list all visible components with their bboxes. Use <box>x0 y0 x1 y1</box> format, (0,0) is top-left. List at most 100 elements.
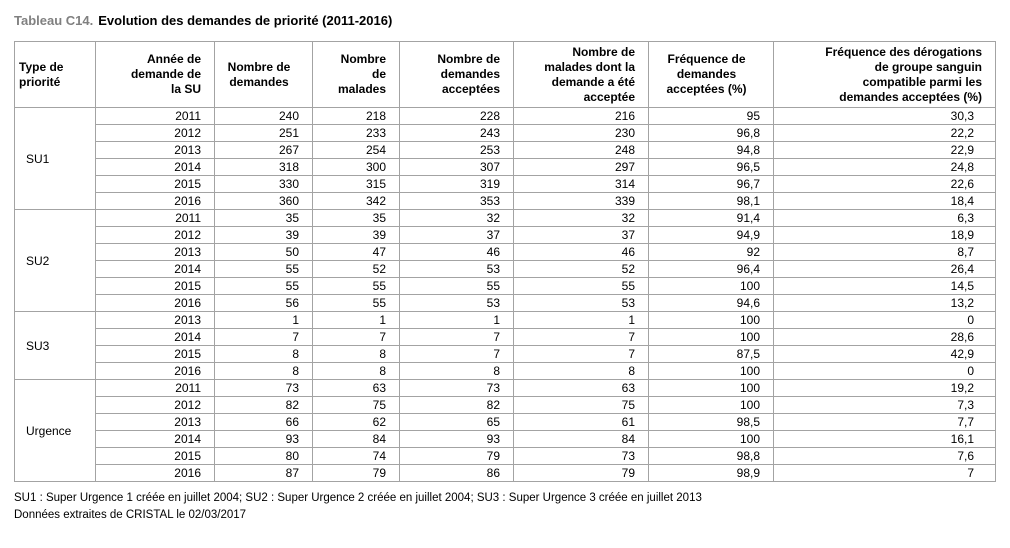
table-row: 2012 82 75 82 75 100 7,3 <box>15 396 996 414</box>
value-cell: 65 <box>399 413 514 431</box>
value-cell: 19,2 <box>773 379 996 397</box>
value-cell: 251 <box>214 124 313 142</box>
table-row: 2015 80 74 79 73 98,8 7,6 <box>15 447 996 465</box>
value-cell: 22,6 <box>773 175 996 193</box>
value-cell: 228 <box>399 107 514 125</box>
value-cell: 52 <box>312 260 400 278</box>
column-header: Fréquence des dérogations de groupe sang… <box>773 41 996 108</box>
value-cell: 93 <box>399 430 514 448</box>
year-cell: 2013 <box>95 243 215 261</box>
value-cell: 297 <box>513 158 649 176</box>
value-cell: 35 <box>312 209 400 227</box>
value-cell: 53 <box>399 294 514 312</box>
value-cell: 100 <box>648 362 774 380</box>
value-cell: 7 <box>513 345 649 363</box>
footnotes: SU1 : Super Urgence 1 créée en juillet 2… <box>14 490 996 524</box>
value-cell: 35 <box>214 209 313 227</box>
footnote-definitions: SU1 : Super Urgence 1 créée en juillet 2… <box>14 492 702 504</box>
value-cell: 80 <box>214 447 313 465</box>
value-cell: 1 <box>513 311 649 329</box>
value-cell: 319 <box>399 175 514 193</box>
value-cell: 98,9 <box>648 464 774 482</box>
value-cell: 0 <box>773 362 996 380</box>
value-cell: 7,7 <box>773 413 996 431</box>
value-cell: 7,3 <box>773 396 996 414</box>
value-cell: 100 <box>648 396 774 414</box>
value-cell: 230 <box>513 124 649 142</box>
value-cell: 74 <box>312 447 400 465</box>
value-cell: 7 <box>399 345 514 363</box>
value-cell: 253 <box>399 141 514 159</box>
value-cell: 18,4 <box>773 192 996 210</box>
table-title-prefix: Tableau C14. <box>14 13 94 28</box>
value-cell: 342 <box>312 192 400 210</box>
year-cell: 2014 <box>95 328 215 346</box>
value-cell: 73 <box>399 379 514 397</box>
value-cell: 39 <box>312 226 400 244</box>
value-cell: 24,8 <box>773 158 996 176</box>
value-cell: 42,9 <box>773 345 996 363</box>
value-cell: 0 <box>773 311 996 329</box>
value-cell: 22,9 <box>773 141 996 159</box>
value-cell: 55 <box>312 277 400 295</box>
value-cell: 61 <box>513 413 649 431</box>
value-cell: 98,8 <box>648 447 774 465</box>
value-cell: 14,5 <box>773 277 996 295</box>
value-cell: 55 <box>513 277 649 295</box>
value-cell: 300 <box>312 158 400 176</box>
value-cell: 87,5 <box>648 345 774 363</box>
value-cell: 98,5 <box>648 413 774 431</box>
table-row: 2016 87 79 86 79 98,9 7 <box>15 464 996 482</box>
year-cell: 2011 <box>95 107 215 125</box>
table-body: SU1 2011 240 218 228 216 95 30,3 2012 251 233 243 23… <box>14 107 996 482</box>
value-cell: 8 <box>312 345 400 363</box>
value-cell: 307 <box>399 158 514 176</box>
value-cell: 22,2 <box>773 124 996 142</box>
value-cell: 73 <box>513 447 649 465</box>
year-cell: 2011 <box>95 209 215 227</box>
table-row: 2013 50 47 46 46 92 8,7 <box>15 243 996 261</box>
value-cell: 18,9 <box>773 226 996 244</box>
table-row: 2014 93 84 93 84 100 16,1 <box>15 430 996 448</box>
value-cell: 100 <box>648 328 774 346</box>
year-cell: 2015 <box>95 175 215 193</box>
value-cell: 26,4 <box>773 260 996 278</box>
year-cell: 2013 <box>95 413 215 431</box>
value-cell: 92 <box>648 243 774 261</box>
year-cell: 2013 <box>95 311 215 329</box>
value-cell: 1 <box>214 311 313 329</box>
year-cell: 2011 <box>95 379 215 397</box>
value-cell: 79 <box>399 447 514 465</box>
value-cell: 100 <box>648 430 774 448</box>
value-cell: 1 <box>399 311 514 329</box>
year-cell: 2012 <box>95 396 215 414</box>
column-header: Fréquence de demandes acceptées (%) <box>648 41 774 108</box>
value-cell: 7 <box>513 328 649 346</box>
value-cell: 254 <box>312 141 400 159</box>
value-cell: 267 <box>214 141 313 159</box>
group-label-su1: SU1 <box>14 107 96 210</box>
value-cell: 360 <box>214 192 313 210</box>
value-cell: 53 <box>399 260 514 278</box>
value-cell: 93 <box>214 430 313 448</box>
year-cell: 2013 <box>95 141 215 159</box>
value-cell: 353 <box>399 192 514 210</box>
value-cell: 6,3 <box>773 209 996 227</box>
table-row: 2014 7 7 7 7 100 28,6 <box>15 328 996 346</box>
value-cell: 243 <box>399 124 514 142</box>
value-cell: 79 <box>513 464 649 482</box>
value-cell: 32 <box>513 209 649 227</box>
value-cell: 248 <box>513 141 649 159</box>
table-row: 2013 66 62 65 61 98,5 7,7 <box>15 413 996 431</box>
value-cell: 46 <box>399 243 514 261</box>
value-cell: 91,4 <box>648 209 774 227</box>
year-cell: 2016 <box>95 192 215 210</box>
value-cell: 50 <box>214 243 313 261</box>
year-cell: 2016 <box>95 464 215 482</box>
value-cell: 216 <box>513 107 649 125</box>
value-cell: 8 <box>399 362 514 380</box>
value-cell: 7 <box>312 328 400 346</box>
value-cell: 52 <box>513 260 649 278</box>
table-row: 2015 55 55 55 55 100 14,5 <box>15 277 996 295</box>
year-cell: 2016 <box>95 362 215 380</box>
